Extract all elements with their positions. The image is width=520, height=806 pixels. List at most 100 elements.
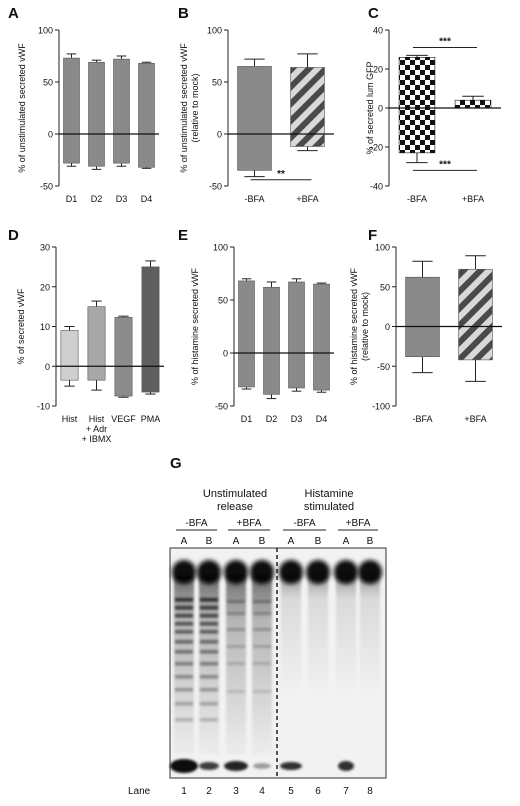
y-tick-label: -20 xyxy=(370,143,383,153)
y-tick-label: 0 xyxy=(48,130,53,140)
gel-ladder-band xyxy=(175,718,193,722)
bar xyxy=(114,317,133,397)
gel-ladder-band xyxy=(200,630,218,634)
x-tick-label: + IBMX xyxy=(82,434,112,444)
gel-ladder-band xyxy=(200,606,218,610)
y-tick-label: 0 xyxy=(217,130,222,140)
panel-label: A xyxy=(8,5,19,22)
lane-number: 5 xyxy=(288,786,294,797)
y-tick-label: -50 xyxy=(40,182,53,192)
gel-sublane-label: A xyxy=(181,536,188,547)
x-tick-label: D1 xyxy=(66,194,78,204)
bar xyxy=(238,280,255,388)
gel-sublane-label: B xyxy=(259,536,266,547)
gel-ladder-band xyxy=(253,662,271,665)
bar xyxy=(87,306,106,381)
gel-ladder-band xyxy=(175,606,193,610)
y-tick-label: 20 xyxy=(373,65,383,75)
gel-ladder-band xyxy=(175,688,193,692)
gel-ladder-band xyxy=(175,598,193,602)
gel-band-low xyxy=(170,759,198,773)
chart-panel-f: F % of histamine secreted vWF (relative to… xyxy=(349,227,502,424)
gel-title-right: Histamine xyxy=(305,488,354,500)
gel-sublane-label: A xyxy=(233,536,240,547)
gel-ladder-band xyxy=(175,614,193,618)
gel-ladder-band xyxy=(253,628,271,631)
x-tick-label: +BFA xyxy=(462,194,484,204)
lane-number: 2 xyxy=(206,786,212,797)
gel-sublane-label: A xyxy=(343,536,350,547)
gel-title-left: release xyxy=(217,501,253,513)
y-axis-title: % of histamine secreted vWF xyxy=(349,267,359,385)
x-tick-label: D2 xyxy=(266,414,278,424)
gel-ladder-band xyxy=(200,614,218,618)
x-tick-label: D3 xyxy=(291,414,303,424)
gel-band-low xyxy=(253,763,271,769)
y-tick-label: -50 xyxy=(215,402,228,412)
gel-ladder-band xyxy=(175,630,193,634)
gel-ladder-band xyxy=(253,600,271,603)
gel-ladder-band xyxy=(227,612,245,615)
y-tick-label: -100 xyxy=(372,402,390,412)
y-tick-label: 100 xyxy=(207,26,222,36)
gel-ladder-band xyxy=(200,688,218,692)
gel-band-low xyxy=(224,761,248,771)
x-tick-label: VEGF xyxy=(111,414,136,424)
gel-ladder-band xyxy=(253,612,271,615)
x-tick-label: +BFA xyxy=(296,194,318,204)
gel-ladder-band xyxy=(200,718,218,722)
bar xyxy=(113,58,130,164)
y-tick-label: -50 xyxy=(377,362,390,372)
y-axis-title: % of unstimulated secreted vWF xyxy=(179,43,189,173)
gel-sublane-label: B xyxy=(367,536,374,547)
gel-sublane-label: A xyxy=(288,536,295,547)
bar xyxy=(405,276,440,358)
x-tick-label: D2 xyxy=(91,194,103,204)
gel-ladder-band xyxy=(175,640,193,644)
bar xyxy=(237,66,272,171)
gel-ladder-band xyxy=(227,600,245,603)
y-tick-label: 0 xyxy=(223,349,228,359)
y-axis-title: % of unstimulated secreted vWF xyxy=(17,43,27,173)
gel-ladder-band xyxy=(227,690,245,693)
gel-ladder-band xyxy=(175,622,193,626)
gel-ladder-band xyxy=(175,662,193,666)
y-tick-label: -40 xyxy=(370,182,383,192)
gel-group-label: +BFA xyxy=(346,518,371,529)
gel-band-low xyxy=(199,762,219,770)
y-tick-label: 100 xyxy=(375,243,390,253)
gel-ladder-band xyxy=(175,650,193,654)
gel-title-left: Unstimulated xyxy=(203,488,267,500)
lane-number: 3 xyxy=(233,786,239,797)
x-tick-label: +BFA xyxy=(464,414,486,424)
y-tick-label: -10 xyxy=(37,402,50,412)
bar-charts: A% of unstimulated secreted vWF-50050100… xyxy=(8,5,502,444)
y-axis-title: % of histamine secreted vWF xyxy=(190,267,200,385)
y-axis-subtitle: (relative to mock) xyxy=(190,73,200,142)
gel-ladder-band xyxy=(200,662,218,666)
x-tick-label: D3 xyxy=(116,194,128,204)
panel-label: G xyxy=(170,455,182,472)
panel-label: C xyxy=(368,5,379,22)
y-tick-label: -50 xyxy=(209,182,222,192)
gel-lane-smear xyxy=(308,575,328,695)
chart-panel-e: E % of histamine secreted vWF -50 0 50 100 D1 D… xyxy=(178,227,334,424)
panel-label: F xyxy=(368,227,377,244)
panel-label: B xyxy=(178,5,189,22)
bar xyxy=(288,281,305,389)
gel-ladder-band xyxy=(175,675,193,679)
y-tick-label: 0 xyxy=(45,362,50,372)
y-tick-label: 50 xyxy=(218,296,228,306)
lane-label: Lane xyxy=(128,786,151,797)
gel-band-low xyxy=(280,762,302,770)
y-tick-label: 10 xyxy=(40,322,50,332)
gel-ladder-band xyxy=(200,675,218,679)
chart-panel-a: A % of unstimulated secreted vWF -50 0 50 100… xyxy=(8,5,159,204)
x-tick-label: D1 xyxy=(241,414,253,424)
bar xyxy=(398,56,436,154)
bar xyxy=(458,268,493,361)
gel-group-label: +BFA xyxy=(237,518,262,529)
x-tick-label: -BFA xyxy=(412,414,432,424)
